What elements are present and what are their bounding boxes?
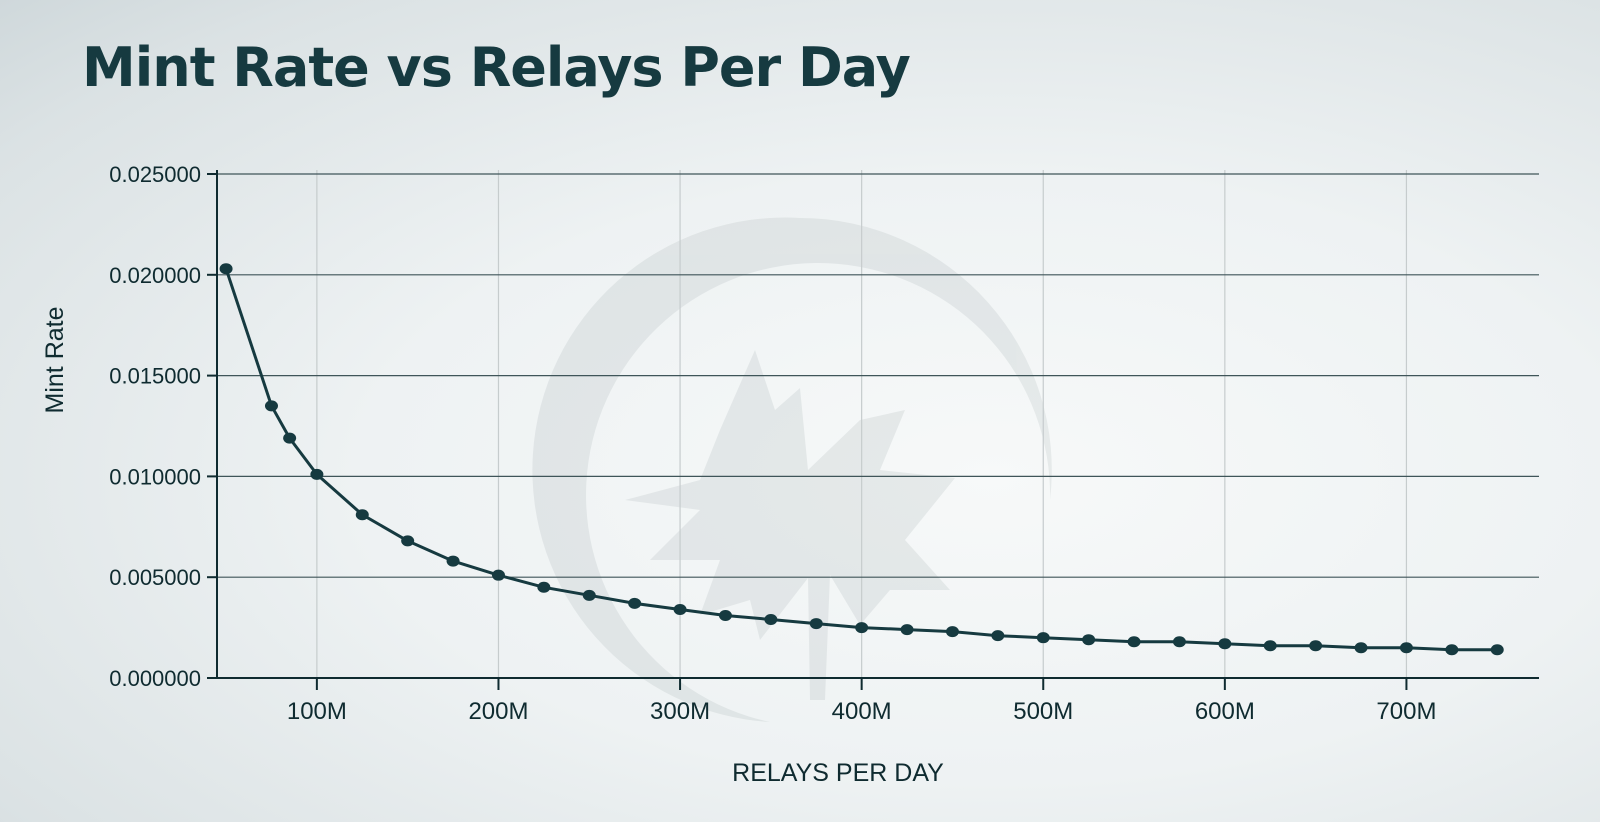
y-axis-label: Mint Rate <box>41 307 69 414</box>
y-tick-label: 0.025000 <box>109 162 201 187</box>
y-axis-ticks: 0.000000 0.005000 0.010000 0.015000 0.020000… <box>109 162 217 691</box>
data-point <box>764 614 778 626</box>
data-point <box>628 597 642 609</box>
x-tick-label: 700M <box>1376 698 1436 725</box>
data-point <box>809 618 823 630</box>
data-point <box>283 432 297 444</box>
data-point <box>1036 632 1050 644</box>
x-tick-label: 500M <box>1013 698 1073 725</box>
data-point <box>1218 638 1232 650</box>
data-point <box>446 555 460 567</box>
y-tick-label: 0.005000 <box>109 565 201 590</box>
data-point <box>991 630 1005 642</box>
data-point <box>718 610 732 622</box>
data-point <box>310 468 324 480</box>
data-point <box>537 581 551 593</box>
y-tick-label: 0.020000 <box>109 263 201 288</box>
watermark-logo-icon <box>532 217 1052 722</box>
data-point <box>1082 634 1096 646</box>
x-tick-label: 300M <box>650 698 710 725</box>
data-point <box>1263 640 1277 652</box>
data-point <box>401 535 415 547</box>
data-point <box>855 622 869 634</box>
data-point <box>1445 644 1459 656</box>
data-point <box>1490 644 1504 656</box>
data-point <box>582 589 596 601</box>
data-points <box>219 263 1504 656</box>
series-line <box>224 268 1498 652</box>
y-tick-label: 0.010000 <box>109 464 201 489</box>
data-point <box>219 263 233 275</box>
data-point <box>945 626 959 638</box>
data-point <box>673 603 687 615</box>
x-tick-label: 400M <box>832 698 892 725</box>
x-tick-label: 200M <box>468 698 528 725</box>
y-tick-label: 0.015000 <box>109 364 201 389</box>
data-point <box>1399 642 1413 654</box>
x-axis-ticks: 100M 200M 300M 400M 500M 600M 700M <box>287 678 1436 725</box>
data-point <box>1309 640 1323 652</box>
data-point <box>1172 636 1186 648</box>
chart-title: Mint Rate vs Relays Per Day <box>82 36 911 99</box>
grid-lines <box>217 170 1539 678</box>
data-point <box>491 569 505 581</box>
data-point <box>1354 642 1368 654</box>
data-point <box>355 509 369 521</box>
x-axis-label: RELAYS PER DAY <box>732 759 944 787</box>
x-tick-label: 600M <box>1195 698 1255 725</box>
y-tick-label: 0.000000 <box>109 666 201 691</box>
data-point <box>900 624 914 636</box>
data-point <box>1127 636 1141 648</box>
data-point <box>264 400 278 412</box>
axes <box>216 170 1539 679</box>
x-tick-label: 100M <box>287 698 347 725</box>
